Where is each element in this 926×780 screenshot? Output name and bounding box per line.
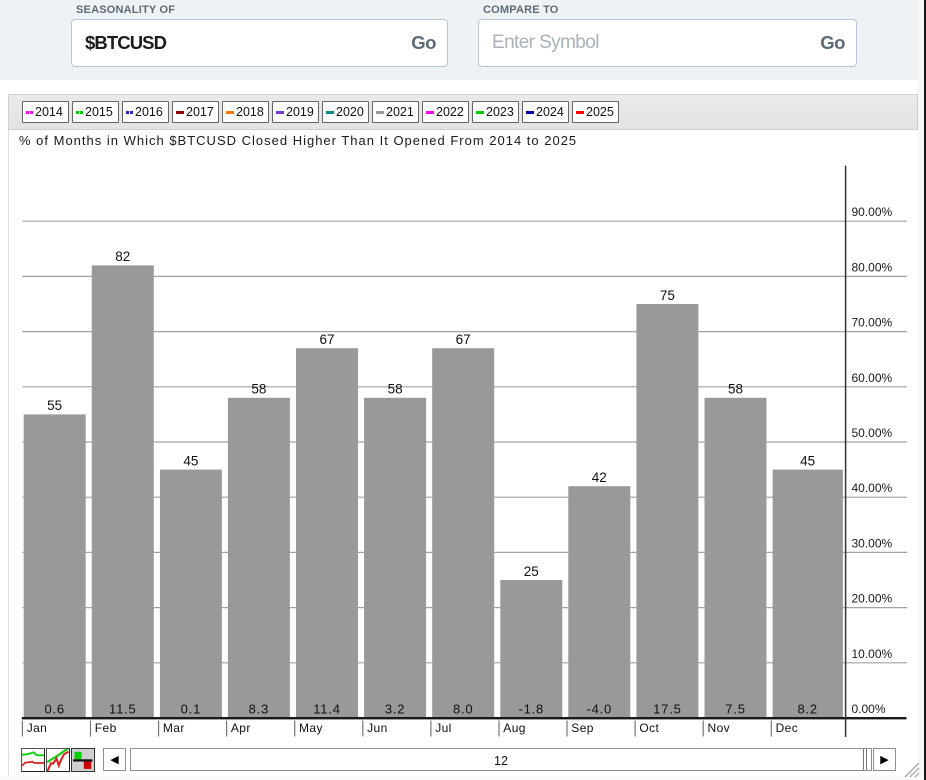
svg-text:Oct: Oct	[639, 721, 659, 735]
svg-text:Mar: Mar	[163, 721, 185, 735]
svg-text:Nov: Nov	[708, 721, 731, 735]
svg-text:8.0: 8.0	[453, 702, 473, 717]
svg-text:11.5: 11.5	[109, 702, 137, 717]
svg-text:90.00%: 90.00%	[852, 205, 893, 219]
svg-text:Sep: Sep	[571, 721, 594, 735]
svg-text:May: May	[299, 721, 323, 735]
svg-text:Jun: Jun	[367, 721, 388, 735]
svg-text:75: 75	[660, 288, 675, 303]
svg-text:0.00%: 0.00%	[852, 702, 886, 716]
svg-text:0.6: 0.6	[44, 702, 64, 717]
svg-text:70.00%: 70.00%	[852, 316, 893, 330]
svg-text:3.2: 3.2	[385, 702, 405, 717]
svg-text:55: 55	[47, 398, 62, 413]
svg-text:30.00%: 30.00%	[852, 536, 893, 550]
svg-text:Dec: Dec	[776, 721, 799, 735]
svg-text:11.4: 11.4	[313, 702, 341, 717]
svg-text:0.1: 0.1	[181, 702, 201, 717]
svg-text:7.5: 7.5	[725, 702, 745, 717]
svg-text:-4.0: -4.0	[586, 702, 612, 717]
svg-text:Aug: Aug	[503, 721, 526, 735]
svg-text:8.3: 8.3	[249, 702, 269, 717]
svg-text:80.00%: 80.00%	[852, 260, 893, 274]
svg-text:45: 45	[800, 453, 815, 468]
svg-text:67: 67	[456, 332, 471, 347]
svg-text:Jul: Jul	[435, 721, 452, 735]
svg-text:Apr: Apr	[231, 721, 251, 735]
svg-text:8.2: 8.2	[797, 702, 817, 717]
svg-text:50.00%: 50.00%	[852, 426, 893, 440]
svg-text:Feb: Feb	[95, 721, 117, 735]
svg-text:Jan: Jan	[27, 721, 48, 735]
svg-text:45: 45	[183, 453, 198, 468]
svg-text:42: 42	[592, 470, 607, 485]
svg-text:-1.8: -1.8	[518, 702, 544, 717]
svg-text:67: 67	[319, 332, 334, 347]
svg-text:58: 58	[251, 382, 266, 397]
svg-text:58: 58	[728, 382, 743, 397]
svg-text:40.00%: 40.00%	[852, 481, 893, 495]
svg-text:17.5: 17.5	[653, 702, 682, 717]
svg-text:58: 58	[388, 382, 403, 397]
svg-text:25: 25	[524, 564, 539, 579]
svg-text:20.00%: 20.00%	[852, 592, 893, 606]
svg-text:10.00%: 10.00%	[852, 647, 893, 661]
svg-text:% of Months in Which $BTCUSD C: % of Months in Which $BTCUSD Closed High…	[19, 133, 577, 148]
svg-text:82: 82	[115, 249, 130, 264]
svg-text:60.00%: 60.00%	[852, 371, 893, 385]
